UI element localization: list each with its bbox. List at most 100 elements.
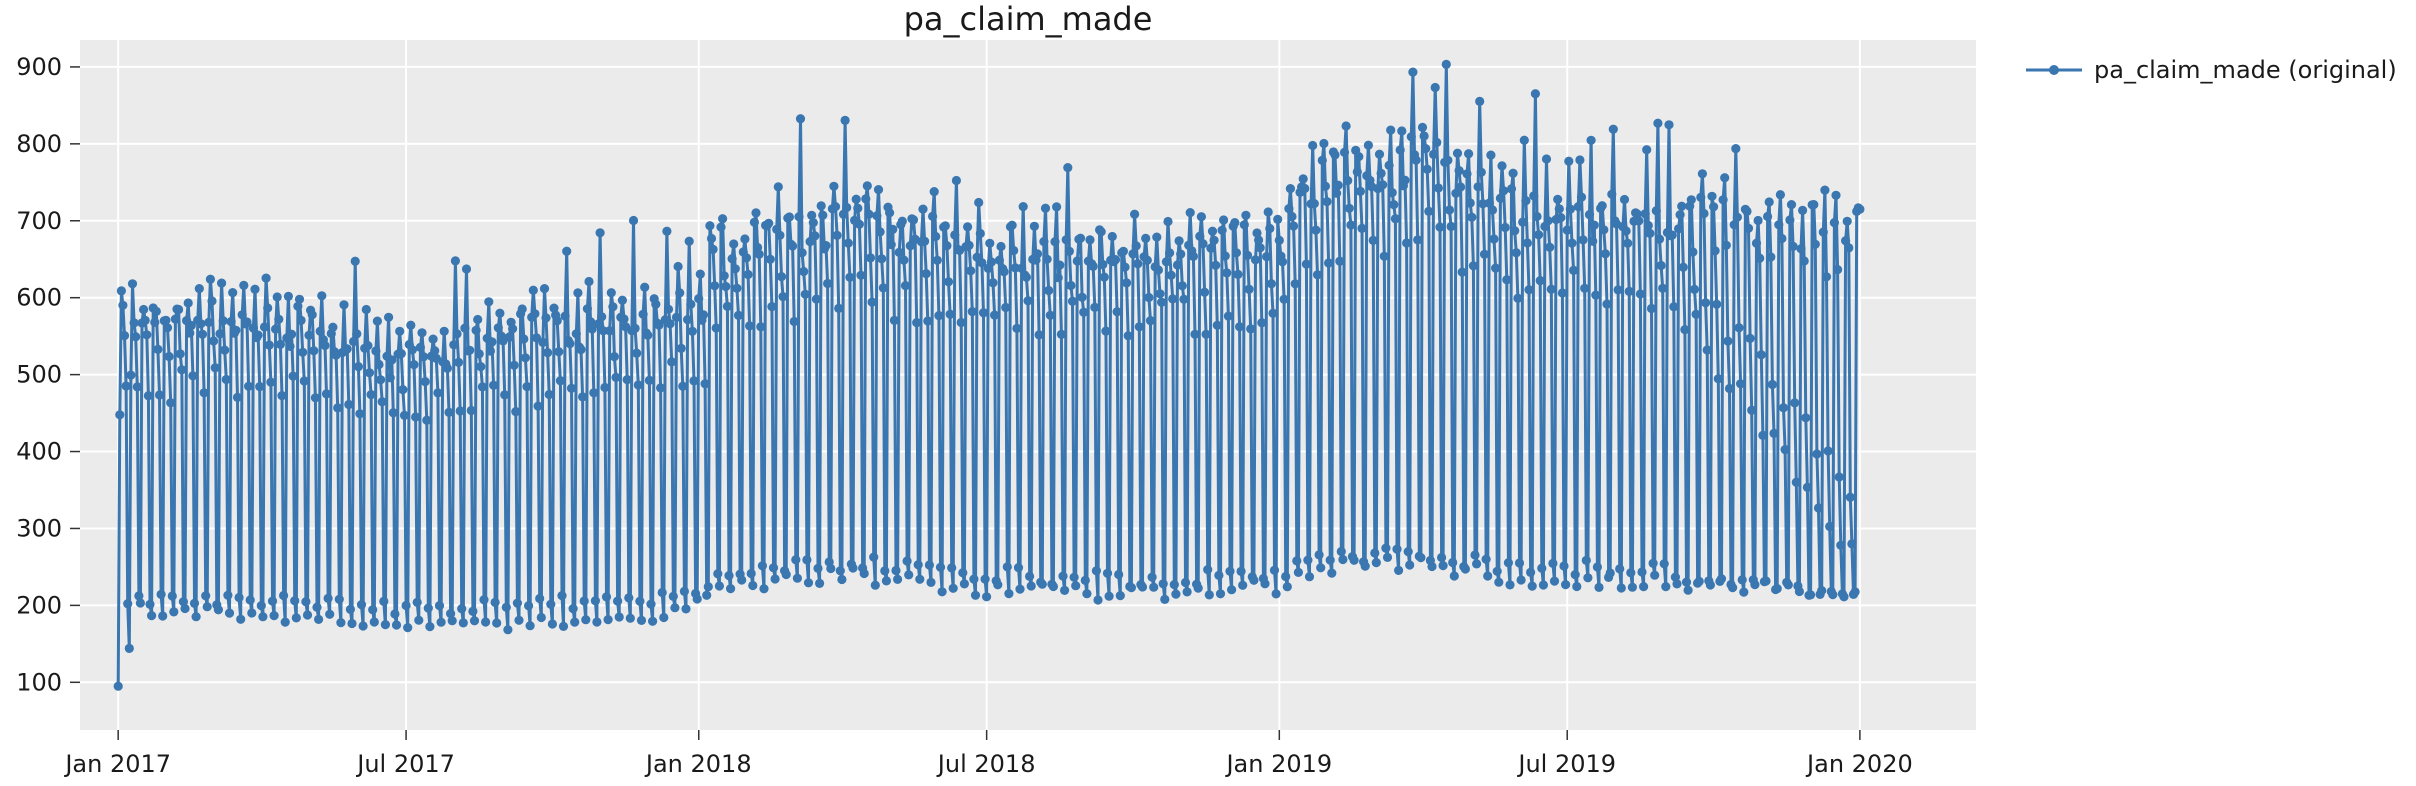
data-point: [430, 346, 440, 356]
data-point: [309, 346, 319, 356]
data-point: [315, 326, 325, 336]
data-point: [1828, 590, 1838, 600]
data-point: [407, 345, 417, 355]
data-point: [1172, 260, 1183, 270]
data-point: [142, 330, 152, 340]
data-point: [937, 587, 947, 597]
data-point: [1392, 544, 1402, 554]
data-point: [1686, 195, 1696, 205]
data-point: [446, 609, 456, 619]
data-point: [1766, 252, 1776, 262]
data-point: [1572, 581, 1582, 592]
data-point: [1408, 67, 1418, 77]
data-point: [1403, 547, 1413, 557]
data-point: [1214, 570, 1224, 581]
data-point: [1786, 200, 1797, 210]
data-point: [656, 383, 666, 393]
data-point: [1430, 82, 1440, 93]
data-point: [837, 574, 847, 585]
data-point: [352, 329, 362, 339]
data-point: [854, 219, 865, 229]
data-point: [484, 297, 494, 307]
data-point: [1336, 546, 1346, 557]
data-point: [794, 212, 804, 222]
data-point: [503, 625, 513, 635]
data-point: [1788, 241, 1798, 251]
data-point: [721, 281, 731, 292]
data-point: [770, 574, 780, 584]
data-point: [834, 303, 844, 313]
data-point: [1518, 217, 1528, 227]
data-point: [1632, 209, 1642, 219]
data-point: [1269, 565, 1280, 575]
data-point: [1831, 190, 1841, 200]
data-point: [1847, 539, 1857, 549]
data-point: [1287, 211, 1297, 222]
data-point: [391, 620, 402, 630]
data-point: [417, 328, 427, 338]
legend-label[interactable]: pa_claim_made (original): [2094, 56, 2397, 84]
data-point: [314, 614, 324, 625]
data-point: [1352, 167, 1362, 177]
data-point: [924, 560, 935, 570]
data-point: [904, 570, 914, 580]
x-tick-label: Jan 2020: [1805, 750, 1913, 778]
data-point: [538, 337, 548, 347]
data-point: [164, 351, 174, 362]
data-point: [347, 618, 357, 629]
data-point: [932, 255, 942, 265]
data-point: [598, 326, 608, 336]
data-point: [1394, 565, 1404, 576]
data-point: [823, 278, 833, 289]
data-point: [248, 323, 258, 333]
data-point: [1723, 336, 1733, 346]
legend[interactable]: pa_claim_made (original): [2026, 56, 2397, 84]
data-point: [1413, 235, 1423, 245]
data-point: [145, 599, 155, 610]
data-point: [361, 304, 371, 315]
data-point: [1298, 174, 1308, 184]
data-point: [1602, 299, 1612, 309]
data-point: [1794, 586, 1804, 597]
data-point: [943, 277, 954, 287]
data-point: [1599, 225, 1609, 235]
data-point: [1444, 205, 1455, 215]
data-point: [1643, 220, 1653, 231]
data-point: [339, 300, 349, 310]
data-point: [1813, 503, 1824, 513]
data-point: [1529, 191, 1539, 201]
data-point: [396, 349, 406, 359]
data-point: [519, 334, 529, 344]
data-point: [1165, 248, 1175, 258]
data-point: [1386, 125, 1396, 135]
y-tick-label: 800: [16, 130, 62, 158]
x-tick-label: Jan 2017: [63, 750, 171, 778]
data-point: [1198, 239, 1208, 249]
data-point: [1737, 575, 1747, 585]
data-point: [683, 315, 693, 325]
data-point: [1421, 144, 1431, 154]
data-point: [162, 323, 173, 333]
data-point: [958, 568, 968, 578]
data-point: [1152, 232, 1162, 242]
data-point: [990, 310, 1000, 320]
data-point: [167, 591, 177, 601]
data-point: [197, 329, 208, 339]
data-point: [1669, 302, 1679, 312]
data-point: [1554, 204, 1564, 214]
data-point: [1575, 155, 1585, 165]
data-point: [1514, 558, 1525, 568]
data-point: [1023, 296, 1033, 306]
data-point: [802, 555, 812, 565]
data-point: [1701, 298, 1711, 308]
data-point: [555, 376, 566, 386]
data-point: [263, 303, 273, 313]
data-point: [648, 616, 658, 626]
data-point: [1821, 272, 1832, 282]
data-point: [1475, 96, 1485, 106]
data-point: [547, 619, 558, 629]
data-point: [1341, 121, 1351, 131]
data-point: [1790, 398, 1800, 408]
